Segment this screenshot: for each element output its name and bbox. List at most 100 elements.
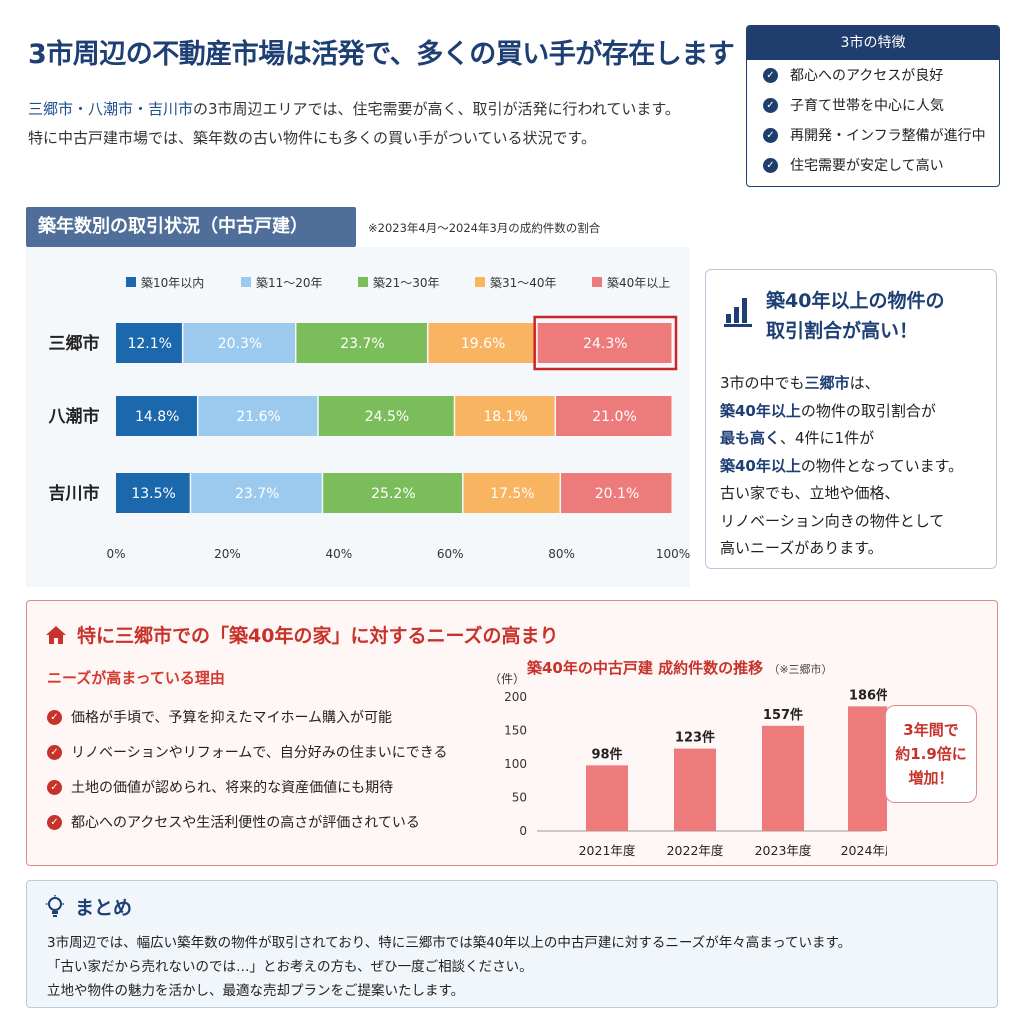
features-box: 3市の特徴 ✓ 都心へのアクセスが良好 ✓ 子育て世帯を中心に人気 ✓ 再開発・インフ… (746, 25, 1000, 187)
x-tick-label: 2024年度 (841, 843, 887, 858)
section-note: ※2023年4月〜2024年3月の成約件数の割合 (368, 221, 601, 235)
needs-title: 特に三郷市での「築40年の家」に対するニーズの高まり (77, 625, 559, 647)
data-label: 19.6% (461, 336, 505, 352)
check-icon: ✓ (47, 779, 62, 795)
reason-item: ✓ 都心へのアクセスや生活利便性の高さが評価されている (47, 812, 420, 832)
data-label: 24.5% (365, 409, 409, 425)
x-tick-label: 0% (106, 547, 125, 561)
bar-value-label: 123件 (675, 730, 715, 746)
intro-line-2: 特に中古戸建市場では、築年数の古い物件にも多くの買い手がついている状況です。 (28, 129, 597, 147)
intro-line-1: 三郷市・八潮市・吉川市の3市周辺エリアでは、住宅需要が高く、取引が活発に行われて… (28, 100, 680, 118)
data-label: 17.5% (490, 486, 534, 502)
check-icon: ✓ (47, 744, 62, 760)
data-label: 12.1% (127, 336, 171, 352)
legend-label: 築40年以上 (607, 275, 670, 290)
stacked-bar-segment (116, 473, 190, 513)
bar-chart-title: 築40年の中古戸建 成約件数の推移 （※三郷市） (527, 659, 833, 677)
data-label: 14.8% (135, 409, 179, 425)
x-tick-label: 100% (656, 547, 690, 561)
reason-item: ✓ 土地の価値が認められ、将来的な資産価値にも期待 (47, 777, 393, 797)
section-title: 築年数別の取引状況（中古戸建） (26, 207, 356, 247)
summary-line: 3市周辺では、幅広い築年数の物件が取引されており、特に三郷市では築40年以上の中… (47, 935, 852, 951)
x-tick-label: 2022年度 (667, 843, 724, 858)
stacked-bar-segment (116, 323, 182, 363)
summary-panel: まとめ 3市周辺では、幅広い築年数の物件が取引されており、特に三郷市では築40年… (26, 880, 998, 1008)
data-label: 24.3% (583, 336, 627, 352)
stacked-chart-panel: 築10年以内 築11〜20年 築21〜30年 築31〜40年 築40年以上 三郷市 12.1… (26, 247, 690, 587)
y-axis-label: （件） (489, 672, 525, 686)
annual-bar (762, 725, 804, 831)
summary-line: 「古い家だから売れないのでは…」とお考えの方も、ぜひ一度ご相談ください。 (47, 959, 533, 975)
legend-label: 築31〜40年 (490, 275, 557, 290)
data-label: 25.2% (371, 486, 415, 502)
check-icon: ✓ (763, 67, 778, 83)
summary-line: 立地や物件の魅力を活かし、最適な売却プランをご提案いたします。 (47, 983, 465, 999)
y-tick-label: 150 (504, 724, 527, 738)
legend-swatch (475, 277, 485, 287)
y-tick-label: 200 (504, 690, 527, 704)
legend-swatch (592, 277, 602, 287)
bar-value-label: 186件 (849, 687, 887, 703)
data-label: 13.5% (131, 486, 175, 502)
check-icon: ✓ (47, 709, 62, 725)
stacked-bar-segment (183, 323, 295, 363)
data-label: 21.6% (236, 409, 280, 425)
check-icon: ✓ (763, 127, 778, 143)
x-tick-label: 2021年度 (579, 843, 636, 858)
category-label: 吉川市 (49, 483, 100, 504)
y-tick-label: 0 (519, 824, 527, 838)
x-tick-label: 40% (325, 547, 352, 561)
growth-badge: 3年間で 約1.9倍に 増加！ (885, 705, 977, 803)
features-title: 3市の特徴 (747, 26, 999, 60)
category-label: 八潮市 (49, 406, 100, 427)
data-label: 20.1% (595, 486, 639, 502)
annual-bar-chart: （件） 0 50 100 150 200 98件 2021年度 123件 2022年度 157件 20… (489, 672, 887, 858)
stacked-bar-segment (116, 396, 197, 436)
intro-cities: 三郷市・八潮市・吉川市 (28, 100, 194, 118)
stacked-bar-segment (191, 473, 322, 513)
annual-bar (848, 706, 887, 831)
highlight-frame (533, 315, 678, 371)
callout-body: 3市の中でも三郷市は、 築40年以上の物件の取引割合が 最も高く、4件に1件が … (720, 374, 964, 557)
callout-box: 築40年以上の物件の 取引割合が高い！ 3市の中でも三郷市は、 築40年以上の物… (705, 269, 997, 569)
stacked-bar-segment (556, 396, 672, 436)
y-tick-label: 100 (504, 757, 527, 771)
legend-label: 築10年以内 (141, 275, 204, 290)
lightbulb-icon (46, 894, 64, 917)
x-tick-label: 20% (214, 547, 241, 561)
legend-swatch (358, 277, 368, 287)
stacked-bar-segment (463, 473, 560, 513)
y-tick-label: 50 (512, 791, 527, 805)
check-icon: ✓ (763, 97, 778, 113)
feature-item: ✓ 子育て世帯を中心に人気 (747, 90, 999, 120)
category-label: 三郷市 (49, 333, 100, 354)
x-tick-label: 60% (437, 547, 464, 561)
bar-chart-icon (724, 298, 752, 327)
data-label: 20.3% (218, 336, 262, 352)
x-tick-label: 2023年度 (755, 843, 812, 858)
legend-label: 築11〜20年 (256, 275, 323, 290)
check-icon: ✓ (47, 814, 62, 830)
house-icon (46, 625, 66, 644)
reason-item: ✓ リノベーションやリフォームで、自分好みの住まいにできる (47, 742, 447, 762)
check-icon: ✓ (763, 157, 778, 173)
legend-swatch (241, 277, 251, 287)
reason-item: ✓ 価格が手頃で、予算を抑えたマイホーム購入が可能 (47, 707, 392, 727)
stacked-bar-segment (428, 323, 537, 363)
data-label: 18.1% (483, 409, 527, 425)
bar-value-label: 157件 (763, 707, 803, 723)
stacked-bar-segment (323, 473, 463, 513)
bar-value-label: 98件 (591, 746, 622, 762)
annual-bar (674, 748, 716, 831)
summary-title: まとめ (75, 897, 133, 919)
feature-item: ✓ 住宅需要が安定して高い (747, 150, 999, 180)
data-label: 23.7% (235, 486, 279, 502)
feature-item: ✓ 再開発・インフラ整備が進行中 (747, 120, 999, 150)
stacked-bar-segment (561, 473, 672, 513)
legend-swatch (126, 277, 136, 287)
annual-bar (586, 765, 628, 831)
needs-panel: 特に三郷市での「築40年の家」に対するニーズの高まり ニーズが高まっている理由 … (26, 600, 998, 866)
feature-item: ✓ 都心へのアクセスが良好 (747, 60, 999, 90)
page-title: 3市周辺の不動産市場は活発で、多くの買い手が存在します (28, 39, 735, 70)
reasons-heading: ニーズが高まっている理由 (47, 669, 225, 687)
